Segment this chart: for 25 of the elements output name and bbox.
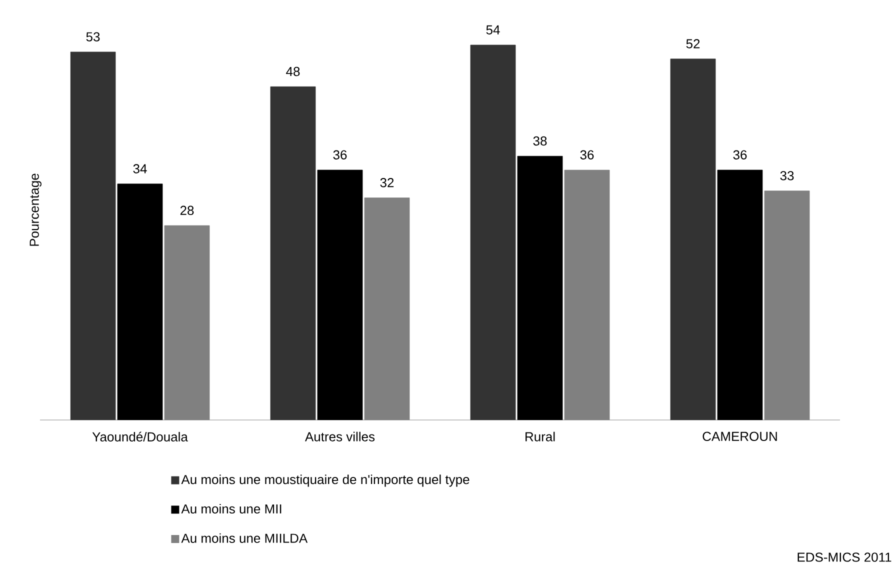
legend-label: Au moins une moustiquaire de n'importe quel type	[181, 474, 470, 487]
bar	[764, 190, 810, 420]
data-label: 36	[733, 150, 747, 160]
x-tick-label: Yaoundé/Douala	[92, 432, 188, 442]
x-tick-label: Rural	[526, 432, 555, 442]
bar	[364, 198, 410, 420]
data-label: 32	[380, 178, 394, 188]
x-tick-label: CAMEROUN	[702, 432, 777, 441]
legend-label: Au moins une MII	[181, 504, 282, 514]
data-label: 33	[780, 171, 794, 180]
text: EDS-MICS 2011	[798, 552, 892, 562]
bar	[164, 225, 210, 420]
legend-label: Au moins une MIILDA	[181, 533, 308, 543]
data-label: 48	[286, 66, 300, 76]
data-label: 28	[180, 206, 194, 216]
bar	[564, 170, 610, 420]
data-label: 52	[686, 39, 700, 48]
data-label: 36	[333, 150, 347, 160]
data-label: 54	[486, 25, 500, 34]
data-label: 34	[133, 164, 147, 174]
x-tick-label: Autres villes	[304, 432, 375, 442]
data-label: 38	[533, 136, 547, 146]
data-label: 36	[580, 150, 594, 160]
y-axis-title: Pourcentage	[30, 174, 42, 246]
data-label: 53	[86, 32, 100, 42]
